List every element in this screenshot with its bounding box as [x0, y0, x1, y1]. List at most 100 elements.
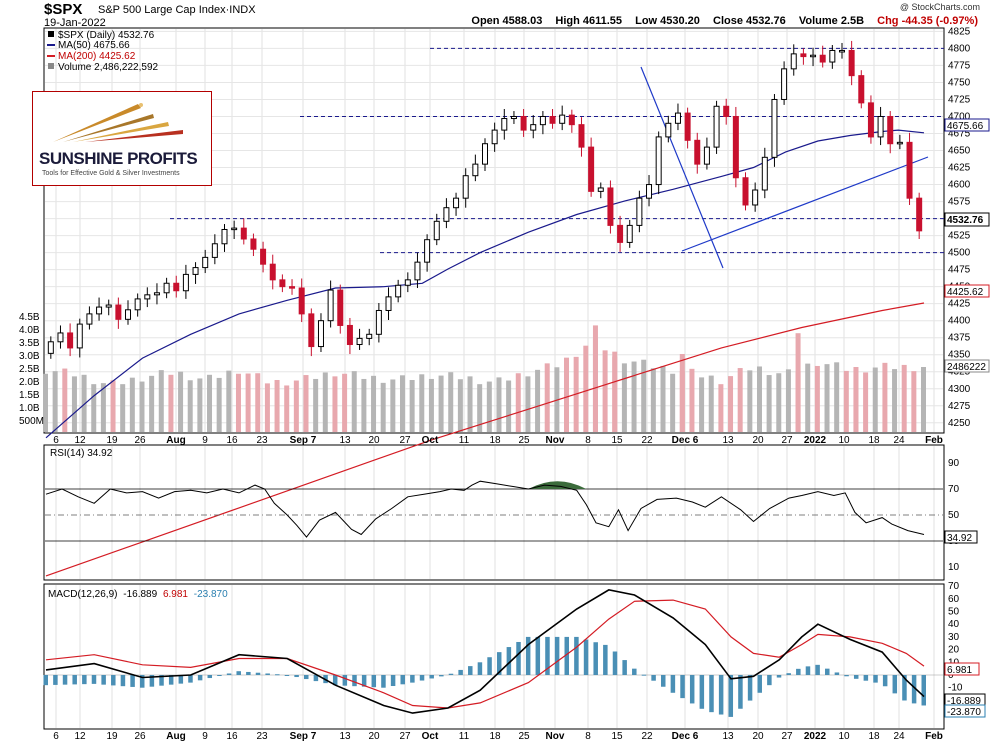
macd-histogram-bar: [728, 675, 734, 717]
candle-up: [202, 256, 209, 269]
candle-up: [192, 267, 199, 275]
sunshine-profits-logo: SUNSHINE PROFITS Tools for Effective Gol…: [32, 91, 212, 186]
candle-up: [231, 227, 238, 231]
volume-bar: [390, 379, 396, 432]
volume-bar: [814, 365, 820, 432]
volume-bar: [737, 368, 743, 432]
volume-bar-spike: [592, 325, 598, 432]
candle-up: [134, 298, 141, 311]
price-tick-label: 4425: [948, 299, 971, 310]
x-label-bottom: 15: [611, 731, 623, 742]
macd-histogram-bar: [786, 673, 791, 675]
macd-histogram-bar: [815, 664, 820, 675]
candle-up: [57, 332, 64, 343]
x-label-bottom: 23: [256, 731, 268, 742]
volume-bar: [448, 372, 454, 432]
macd-hist-tag-box: [944, 704, 986, 718]
macd-histogram-bar: [554, 636, 560, 675]
candle-up: [76, 323, 83, 349]
price-tick-label: 4700: [948, 111, 971, 122]
ma50-tag: 4675.66: [947, 121, 984, 132]
candle-down: [800, 53, 807, 58]
x-label-top: 15: [611, 435, 623, 446]
x-label-top: 13: [722, 435, 734, 446]
x-label-bottom: Feb: [925, 731, 943, 742]
macd-signal-tag: 6.981: [947, 665, 972, 676]
symbol-description: S&P 500 Large Cap Index·INDX: [98, 4, 256, 16]
x-label-bottom: Dec 6: [672, 731, 699, 742]
volume-bar: [139, 381, 145, 432]
x-label-top: 24: [893, 435, 905, 446]
candle-up: [703, 146, 710, 165]
volume-bar: [699, 377, 705, 432]
ma50-line: [45, 129, 925, 439]
candle-down: [723, 105, 730, 117]
volume-bar: [120, 384, 126, 432]
logo-name: SUNSHINE PROFITS: [39, 149, 198, 168]
volume-bar: [689, 368, 695, 432]
chart-date: 19-Jan-2022: [44, 17, 106, 29]
quote-bar: Open 4588.03 High 4611.55 Low 4530.20 Cl…: [461, 15, 978, 27]
candle-up: [838, 49, 845, 53]
x-label-bottom: 22: [641, 731, 653, 742]
volume-bar: [303, 375, 309, 432]
rsi-tick-label: 70: [948, 484, 960, 495]
candle-down: [568, 114, 575, 126]
volume-bar: [660, 365, 666, 432]
macd-histogram-bar: [448, 673, 454, 675]
volume-bar: [621, 363, 627, 432]
volume-bar: [776, 373, 782, 432]
ma200-tag-box: [944, 284, 990, 298]
macd-histogram-bar: [419, 675, 425, 681]
downtrend-line: [640, 66, 724, 269]
x-label-bottom: 27: [781, 731, 793, 742]
rsi-overbought-fill: [528, 481, 587, 489]
volume-bar: [843, 370, 849, 432]
macd-histogram-bar: [487, 657, 492, 675]
macd-histogram-bar: [525, 636, 531, 675]
candle-down: [298, 287, 305, 315]
x-label-top: 8: [585, 435, 591, 446]
x-label-top: 27: [399, 435, 411, 446]
macd-histogram-bar: [911, 675, 917, 704]
x-label-top: 18: [868, 435, 880, 446]
volume-bar: [506, 380, 512, 432]
volume-bar: [486, 381, 492, 432]
price-tick-label: 4800: [948, 43, 971, 54]
volume-bar: [293, 380, 299, 432]
candle-down: [732, 115, 739, 179]
candle-up: [896, 141, 903, 145]
candle-up: [404, 279, 411, 286]
candle-down: [308, 313, 315, 348]
candle-down: [346, 324, 353, 346]
x-label-bottom: 19: [106, 731, 118, 742]
x-label-top: 13: [339, 435, 351, 446]
close-tag-box: [944, 212, 990, 227]
candle-down: [549, 115, 556, 124]
macd-histogram-bar: [516, 641, 521, 675]
macd-legend-name: MACD(12,26,9): [48, 589, 117, 600]
macd-histogram-bar: [718, 675, 724, 715]
x-label-top: 22: [641, 435, 653, 446]
volume-bar: [766, 375, 772, 432]
price-tick-label: 4650: [948, 146, 971, 157]
symbol-title: $SPX: [44, 1, 83, 18]
price-legend-text: $SPX (Daily) 4532.76: [58, 30, 155, 41]
candle-up: [771, 98, 778, 158]
candle-down: [617, 224, 624, 243]
candle-down: [260, 248, 267, 265]
macd-histogram-bar: [632, 668, 637, 675]
volume-bar: [342, 373, 348, 432]
macd-tick-label: 40: [948, 619, 960, 630]
price-tick-label: 4825: [948, 26, 971, 37]
macd-histogram-bar: [612, 651, 618, 675]
macd-histogram-bar: [352, 675, 357, 687]
x-label-bottom: 13: [722, 731, 734, 742]
candle-up: [414, 261, 421, 281]
candle-down: [819, 54, 826, 63]
volume-bar: [284, 385, 290, 432]
volume-legend-swatch: [48, 63, 54, 69]
volume-bar: [583, 345, 589, 432]
candle-up: [877, 115, 884, 138]
candle-down: [867, 102, 874, 138]
